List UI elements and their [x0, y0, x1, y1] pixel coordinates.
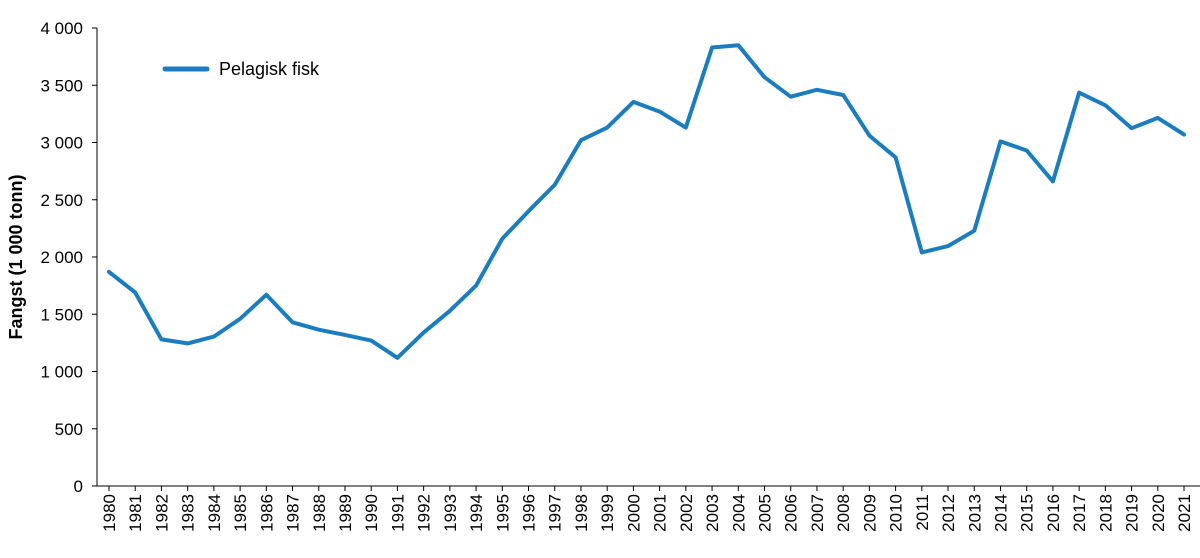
y-tick-label: 500: [55, 420, 83, 439]
legend: Pelagisk fisk: [162, 59, 320, 79]
y-tick-label: 1 000: [40, 363, 83, 382]
x-tick-label: 1983: [179, 494, 198, 532]
y-tick-label: 1 500: [40, 305, 83, 324]
x-tick-label: 1981: [126, 494, 145, 532]
x-tick-label: 2009: [860, 494, 879, 532]
series-layer: [107, 43, 1186, 360]
x-tick-label: 1996: [520, 494, 539, 532]
x-tick-label: 2004: [729, 494, 748, 532]
y-tick-label: 2 500: [40, 191, 83, 210]
x-tick-label: 2015: [1018, 494, 1037, 532]
x-tick-label: 2012: [939, 494, 958, 532]
x-tick-label: 2006: [782, 494, 801, 532]
x-ticks: 1980 1981 1982 1983 1984 1985 1986 1987 1988 1989…: [100, 486, 1194, 532]
x-tick-label: 2001: [651, 494, 670, 532]
x-tick-label: 2007: [808, 494, 827, 532]
x-tick-label: 1990: [362, 494, 381, 532]
x-tick-label: 2000: [624, 494, 643, 532]
legend-label: Pelagisk fisk: [219, 59, 320, 79]
y-ticks: 0 500 1 000 1 500 2 000 2 500 3 000 3 500 4 000: [40, 19, 97, 496]
x-tick-label: 2003: [703, 494, 722, 532]
x-tick-label: 1987: [284, 494, 303, 532]
x-tick-label: 1988: [310, 494, 329, 532]
x-tick-label: 1980: [100, 494, 119, 532]
x-tick-label: 2013: [965, 494, 984, 532]
x-tick-label: 1994: [467, 494, 486, 532]
x-tick-label: 1999: [598, 494, 617, 532]
x-tick-label: 1995: [493, 494, 512, 532]
x-tick-label: 1993: [441, 494, 460, 532]
x-tick-label: 2005: [756, 494, 775, 532]
x-tick-label: 2014: [991, 494, 1010, 532]
y-tick-label: 2 000: [40, 248, 83, 267]
x-tick-label: 1985: [231, 494, 250, 532]
series-line-0: [107, 43, 1186, 360]
x-tick-label: 2010: [887, 494, 906, 532]
y-tick-label: 3 000: [40, 134, 83, 153]
x-tick-label: 2019: [1123, 494, 1142, 532]
x-tick-label: 2008: [834, 494, 853, 532]
x-tick-label: 2017: [1070, 494, 1089, 532]
x-tick-label: 2021: [1175, 494, 1194, 532]
y-tick-label: 0: [74, 477, 83, 496]
x-tick-label: 2011: [913, 494, 932, 531]
x-tick-label: 1986: [257, 494, 276, 532]
x-tick-label: 1991: [388, 494, 407, 532]
x-tick-label: 2020: [1149, 494, 1168, 532]
y-axis: 0 500 1 000 1 500 2 000 2 500 3 000 3 500 4 000: [40, 19, 98, 496]
x-tick-label: 2018: [1096, 494, 1115, 532]
x-tick-label: 2016: [1044, 494, 1063, 532]
x-tick-label: 1982: [152, 494, 171, 532]
y-tick-label: 4 000: [40, 19, 83, 38]
x-tick-label: 1984: [205, 494, 224, 532]
x-tick-label: 1992: [415, 494, 434, 532]
x-axis: 1980 1981 1982 1983 1984 1985 1986 1987 1988 1989…: [97, 485, 1200, 532]
x-tick-label: 1997: [546, 494, 565, 532]
x-tick-label: 1989: [336, 494, 355, 532]
y-axis-label: Fangst (1 000 tonn): [6, 174, 26, 339]
x-tick-label: 2002: [677, 494, 696, 532]
x-tick-label: 1998: [572, 494, 591, 532]
y-tick-label: 3 500: [40, 76, 83, 95]
